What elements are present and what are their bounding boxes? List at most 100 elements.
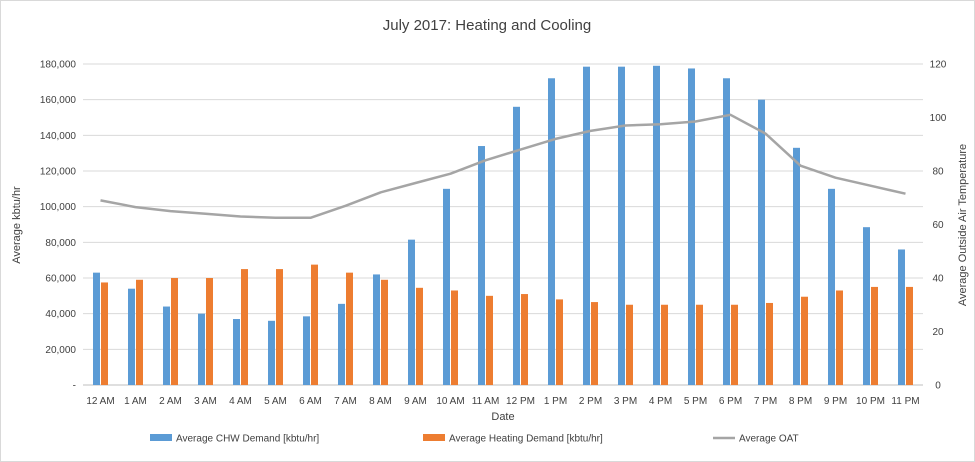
x-tick-label: 11 AM [472, 396, 500, 407]
chw-demand-bar [688, 68, 695, 385]
x-tick-label: 12 PM [506, 396, 535, 407]
oat-line-layer [100, 113, 906, 220]
heating-demand-bar [276, 269, 283, 385]
chart-title: July 2017: Heating and Cooling [383, 17, 591, 34]
y2-axis-label: Average Outside Air Temperature [957, 144, 969, 306]
y-tick-label: - [73, 381, 76, 392]
heating-demand-bar [801, 296, 808, 385]
oat-line [100, 113, 906, 220]
chw-demand-bar [863, 227, 870, 385]
heating-demand-bar [486, 295, 493, 385]
chw-demand-bar [443, 188, 450, 385]
legend-swatch [150, 434, 172, 441]
y-tick-label: 60,000 [45, 274, 76, 285]
chw-demand-bar [898, 249, 905, 385]
x-tick-label: 2 PM [579, 396, 602, 407]
heating-demand-bar [206, 278, 213, 385]
heating-demand-bar [731, 304, 738, 385]
axis-ticks: - 20,000 40,000 60,000 80,000 100,000 120,000 1… [40, 60, 947, 408]
chw-demand-bar [618, 66, 625, 386]
chw-demand-bar [513, 106, 520, 386]
y-tick-label: 140,000 [40, 131, 77, 142]
chw-demand-bar [478, 146, 485, 385]
y-tick-label: 100,000 [40, 202, 77, 213]
x-tick-label: 6 AM [299, 396, 322, 407]
y-tick-label: 180,000 [40, 60, 77, 71]
y-tick-label: 80,000 [45, 238, 76, 249]
heating-demand-bar [871, 286, 878, 385]
y-tick-label: 20,000 [45, 345, 76, 356]
x-tick-label: 1 AM [124, 396, 147, 407]
chw-demand-bar [93, 272, 100, 385]
heating-demand-bar [626, 304, 633, 385]
legend-label: Average Heating Demand [kbtu/hr] [449, 434, 603, 445]
heating-demand-bar [136, 279, 143, 385]
heating-demand-bar [311, 264, 318, 385]
chw-demand-bar [653, 65, 660, 386]
x-tick-label: 4 PM [649, 396, 672, 407]
legend-label: Average OAT [739, 434, 799, 445]
legend-label: Average CHW Demand [kbtu/hr] [176, 434, 319, 445]
bars [93, 65, 913, 386]
x-tick-label: 4 AM [229, 396, 252, 407]
x-tick-label: 1 PM [544, 396, 567, 407]
y2-tick-label: 20 [932, 327, 944, 338]
chw-demand-bar [268, 320, 275, 385]
heating-demand-bar [696, 304, 703, 385]
heating-demand-bar [381, 279, 388, 385]
gridlines [83, 63, 923, 386]
x-tick-label: 12 AM [86, 396, 114, 407]
x-tick-label: 10 AM [436, 396, 464, 407]
heating-demand-bar [171, 278, 178, 385]
y-tick-label: 160,000 [40, 95, 77, 106]
y2-tick-label: 0 [935, 381, 941, 392]
chw-demand-bar [793, 147, 800, 385]
x-tick-label: 7 AM [334, 396, 357, 407]
y2-tick-label: 80 [932, 167, 944, 178]
x-tick-label: 2 AM [159, 396, 182, 407]
y-tick-label: 120,000 [40, 167, 77, 178]
chw-demand-bar [548, 78, 555, 386]
heating-demand-bar [556, 299, 563, 385]
x-axis-label: Date [491, 411, 514, 423]
legend: Average CHW Demand [kbtu/hr] Average Heat… [150, 434, 799, 445]
chw-demand-bar [758, 99, 765, 386]
y-tick-label: 40,000 [45, 309, 76, 320]
heating-demand-bar [521, 294, 528, 385]
y2-tick-label: 40 [932, 274, 944, 285]
x-tick-label: 3 PM [614, 396, 637, 407]
chw-demand-bar [128, 288, 135, 385]
x-tick-label: 5 AM [264, 396, 287, 407]
y2-tick-label: 60 [932, 220, 944, 231]
heating-demand-bar [101, 282, 108, 385]
chw-demand-bar [303, 316, 310, 385]
heating-demand-bar [241, 269, 248, 385]
y2-tick-label: 100 [930, 113, 947, 124]
chw-demand-bar [723, 78, 730, 386]
x-tick-label: 5 PM [684, 396, 707, 407]
x-tick-label: 8 PM [789, 396, 812, 407]
x-tick-label: 9 PM [824, 396, 847, 407]
x-tick-label: 9 AM [404, 396, 427, 407]
chw-demand-bar [828, 188, 835, 385]
chw-demand-bar [408, 239, 415, 385]
chw-demand-bar [198, 313, 205, 385]
heating-demand-bar [416, 287, 423, 385]
heating-demand-bar [591, 302, 598, 385]
x-tick-label: 7 PM [754, 396, 777, 407]
heating-demand-bar [451, 290, 458, 385]
x-tick-label: 8 AM [369, 396, 392, 407]
heating-demand-bar [836, 290, 843, 385]
heating-demand-bar [906, 286, 913, 385]
heating-demand-bar [766, 302, 773, 385]
y-axis-label: Average kbtu/hr [11, 186, 23, 264]
chw-demand-bar [338, 303, 345, 385]
x-tick-label: 6 PM [719, 396, 742, 407]
x-tick-label: 11 PM [891, 396, 919, 407]
legend-swatch [423, 434, 445, 441]
heating-demand-bar [661, 304, 668, 385]
chw-demand-bar [233, 319, 240, 385]
x-tick-label: 3 AM [194, 396, 217, 407]
